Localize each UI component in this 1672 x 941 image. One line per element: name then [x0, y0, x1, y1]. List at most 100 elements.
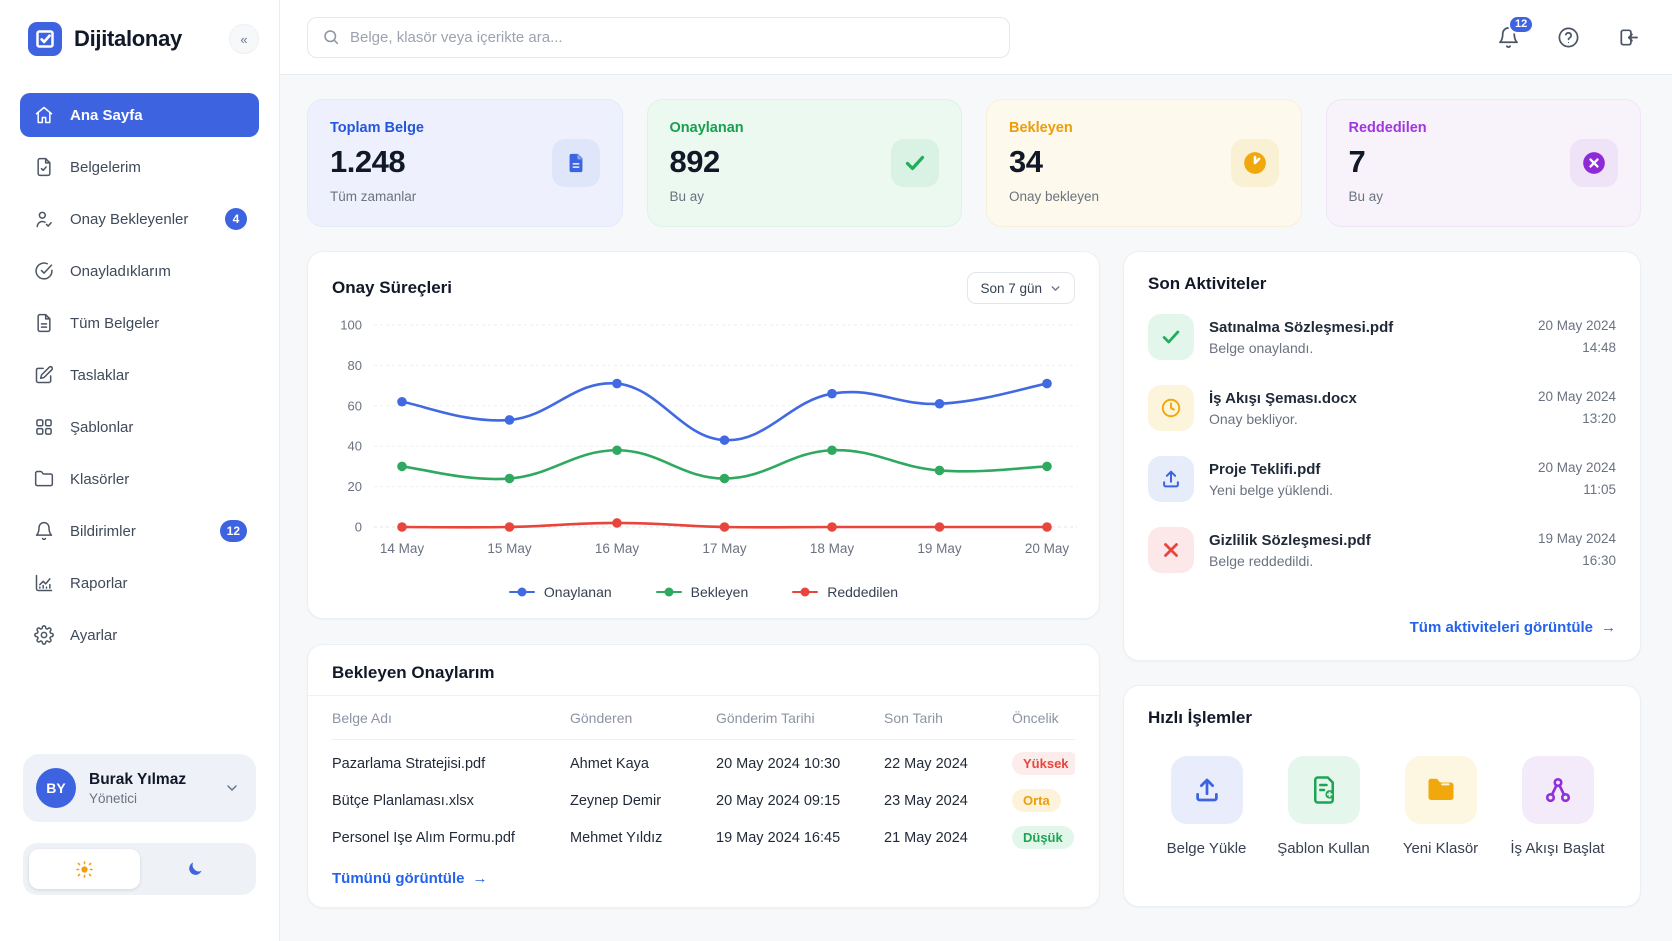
stat-info: Reddedilen 7 Bu ay	[1349, 120, 1427, 206]
moon-icon	[186, 860, 204, 878]
search-box	[307, 16, 1010, 58]
theme-toggle	[23, 843, 256, 895]
legend-label: Onaylanan	[543, 584, 612, 600]
link-label: Tüm aktiviteleri görüntüle	[1409, 619, 1593, 636]
user-role: Yönetici	[89, 790, 138, 806]
activity-action: Belge reddedildi.	[1209, 552, 1314, 569]
topbar: 12	[280, 0, 1672, 75]
column-header: Son Tarih	[884, 709, 943, 726]
stat-subtitle: Bu ay	[1348, 189, 1384, 204]
sidebar-item-belgelerim[interactable]: Belgelerim	[20, 145, 259, 189]
file-text-icon	[34, 313, 54, 333]
x-icon	[1148, 527, 1194, 573]
sidebar-item-label: Ana Sayfa	[70, 106, 143, 124]
file-icon	[34, 157, 54, 177]
legend-marker	[792, 587, 819, 597]
stat-card-toplam-belge: Toplam Belge 1.248 Tüm zamanlar	[307, 99, 623, 227]
theme-light-button[interactable]	[29, 849, 140, 889]
activity-date: 20 May 2024	[1537, 459, 1616, 475]
legend-label: Reddedilen	[827, 584, 899, 600]
legend-item[interactable]: Onaylanan	[508, 584, 612, 600]
cell-due-date: 22 May 2024	[884, 755, 968, 772]
column-header: Belge Adı	[332, 709, 392, 726]
quick-action-belge-yukle[interactable]: Belge Yükle	[1148, 756, 1265, 857]
theme-dark-button[interactable]	[140, 849, 251, 889]
help-button[interactable]	[1557, 26, 1580, 49]
search-input[interactable]	[350, 28, 995, 46]
sidebar-collapse-button[interactable]: «	[229, 24, 259, 54]
activity-item[interactable]: Proje Teklifi.pdf Yeni belge yüklendi. 2…	[1148, 456, 1616, 502]
activity-item[interactable]: Gizlilik Sözleşmesi.pdf Belge reddedildi…	[1148, 527, 1616, 573]
stat-info: Onaylanan 892 Bu ay	[670, 120, 744, 206]
activity-item[interactable]: İş Akışı Şeması.docx Onay bekliyor. 20 M…	[1148, 385, 1616, 431]
sidebar-item-ayarlar[interactable]: Ayarlar	[20, 613, 259, 657]
chevron-down-icon	[224, 780, 240, 796]
user-card[interactable]: BY Burak Yılmaz Yönetici	[23, 754, 256, 822]
range-select[interactable]: Son 7 gün	[967, 272, 1075, 304]
quick-actions-title: Hızlı İşlemler	[1148, 708, 1252, 727]
sidebar-item-taslaklar[interactable]: Taslaklar	[20, 353, 259, 397]
stat-value: 1.248	[330, 144, 406, 179]
quick-action-yeni-klasor[interactable]: Yeni Klasör	[1382, 756, 1499, 857]
logout-button[interactable]	[1617, 26, 1640, 49]
pending-approvals-title: Bekleyen Onaylarım	[332, 663, 495, 682]
cell-sender: Ahmet Kaya	[570, 755, 649, 772]
quick-action-sablon-kullan[interactable]: Şablon Kullan	[1265, 756, 1382, 857]
cell-document-name: Personel İşe Alım Formu.pdf	[332, 829, 515, 846]
activity-time: 11:05	[1583, 482, 1616, 497]
chart-header: Onay Süreçleri Son 7 gün	[332, 272, 1075, 304]
stat-title: Reddedilen	[1348, 120, 1427, 136]
table-row[interactable]: Pazarlama Stratejisi.pdf Ahmet Kaya 20 M…	[332, 745, 1075, 782]
sidebar-item-onayladiklarim[interactable]: Onayladıklarım	[20, 249, 259, 293]
pending-approvals-header: Bekleyen Onaylarım	[308, 645, 1099, 696]
quick-action-is-akisi-baslat[interactable]: İş Akışı Başlat	[1499, 756, 1616, 857]
edit-square-icon	[34, 365, 54, 385]
activity-action: Onay bekliyor.	[1209, 410, 1298, 427]
sidebar-item-label: Onay Bekleyenler	[70, 210, 189, 228]
line-chart: 0 20 40 60 80 100 14 May 15 May 16 May 17 May 18 M…	[332, 305, 1077, 567]
legend-marker	[508, 587, 535, 597]
activity-text: Satınalma Sözleşmesi.pdf Belge onaylandı…	[1209, 319, 1393, 356]
activity-action: Yeni belge yüklendi.	[1209, 481, 1334, 498]
avatar: BY	[36, 768, 76, 808]
check-icon	[1148, 314, 1194, 360]
sidebar-item-tum-belgeler[interactable]: Tüm Belgeler	[20, 301, 259, 345]
sidebar-item-sablonlar[interactable]: Şablonlar	[20, 405, 259, 449]
sidebar-spacer	[20, 657, 259, 754]
chart-title: Onay Süreçleri	[332, 278, 453, 297]
activity-file: Proje Teklifi.pdf	[1209, 460, 1321, 478]
svg-text:0: 0	[355, 520, 362, 535]
x-circle-icon	[1570, 139, 1618, 187]
bell-icon	[1499, 26, 1518, 48]
sidebar-item-raporlar[interactable]: Raporlar	[20, 561, 259, 605]
sidebar-item-klasorler[interactable]: Klasörler	[20, 457, 259, 501]
view-all-activities-link[interactable]: Tüm aktiviteleri görüntüle →	[1410, 619, 1616, 636]
cell-sent-date: 20 May 2024 10:30	[716, 755, 841, 772]
stat-title: Bekleyen	[1009, 120, 1073, 136]
column-header: Gönderen	[570, 709, 633, 726]
search-icon	[322, 28, 340, 46]
stat-info: Toplam Belge 1.248 Tüm zamanlar	[330, 120, 424, 206]
sidebar-item-ana-sayfa[interactable]: Ana Sayfa	[20, 93, 259, 137]
upload-icon	[1148, 456, 1194, 502]
legend-item[interactable]: Reddedilen	[792, 584, 898, 600]
quick-action-label: Belge Yükle	[1166, 840, 1247, 857]
activity-action: Belge onaylandı.	[1209, 339, 1314, 356]
table-row[interactable]: Bütçe Planlaması.xlsx Zeynep Demir 20 Ma…	[332, 782, 1075, 819]
dashboard-grid: Onay Süreçleri Son 7 gün 0 20 40 60 80 100 14 …	[307, 251, 1641, 908]
notifications-button[interactable]: 12	[1497, 14, 1535, 49]
sidebar-item-bildirimler[interactable]: Bildirimler 12	[20, 509, 259, 553]
svg-text:16 May: 16 May	[595, 541, 640, 556]
view-all-approvals-link[interactable]: Tümünü görüntüle →	[332, 870, 487, 887]
activity-item[interactable]: Satınalma Sözleşmesi.pdf Belge onaylandı…	[1148, 314, 1616, 360]
sidebar-item-label: Şablonlar	[70, 418, 134, 436]
svg-text:60: 60	[348, 398, 362, 413]
activity-text: Gizlilik Sözleşmesi.pdf Belge reddedildi…	[1209, 532, 1371, 569]
stat-value: 34	[1009, 144, 1043, 179]
sidebar-item-onay-bekleyenler[interactable]: Onay Bekleyenler 4	[20, 197, 259, 241]
document-icon	[551, 139, 600, 187]
legend-item[interactable]: Bekleyen	[655, 584, 748, 600]
table-row[interactable]: Personel İşe Alım Formu.pdf Mehmet Yıldı…	[332, 819, 1075, 856]
activity-file: İş Akışı Şeması.docx	[1209, 389, 1357, 407]
